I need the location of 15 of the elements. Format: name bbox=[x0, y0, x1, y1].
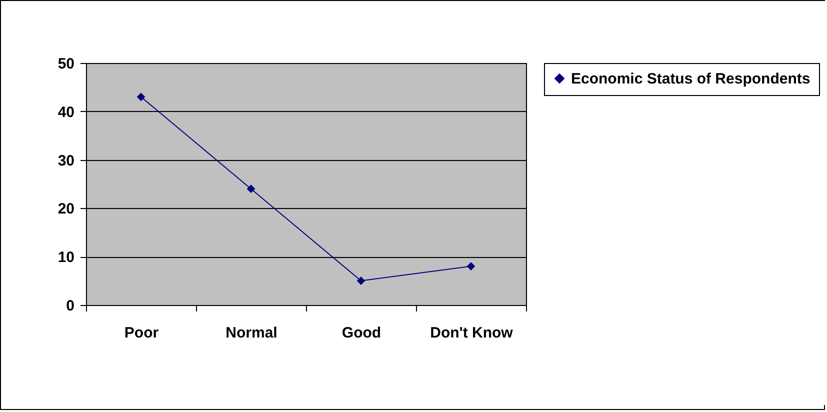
y-tick-label: 20 bbox=[58, 200, 74, 218]
point bbox=[136, 92, 146, 102]
y-tick-label: 50 bbox=[58, 56, 74, 72]
x-tick-label: Good bbox=[342, 324, 382, 342]
point bbox=[246, 184, 256, 194]
x-tick-label: Poor bbox=[124, 324, 159, 342]
x-tick-label: Don't Know bbox=[430, 324, 514, 342]
point bbox=[466, 262, 476, 270]
y-tick-label: 10 bbox=[58, 249, 74, 266]
x-tick-label: Normal bbox=[226, 324, 278, 342]
y-tick-label: 30 bbox=[58, 152, 74, 170]
legend-label: Economic Status of Respondents bbox=[571, 70, 810, 88]
y-tick-label: 40 bbox=[58, 104, 74, 121]
y-tick-label: 0 bbox=[66, 298, 74, 314]
point bbox=[356, 276, 366, 285]
